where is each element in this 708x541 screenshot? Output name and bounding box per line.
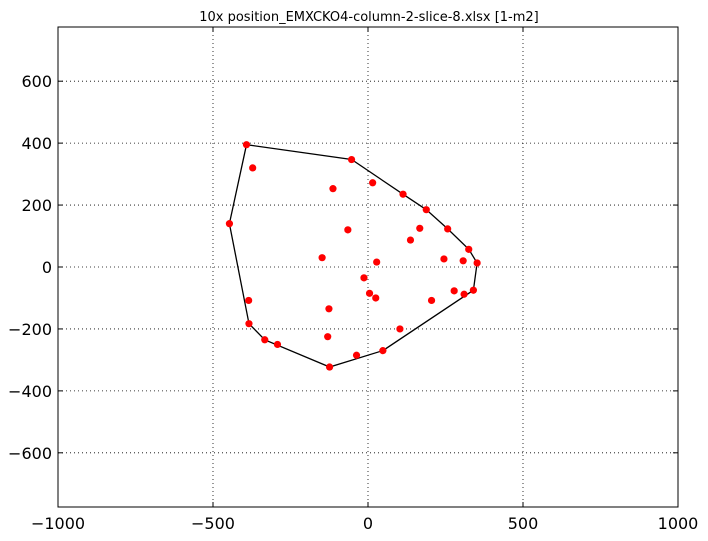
data-point <box>427 296 436 305</box>
data-point <box>460 290 468 298</box>
data-point <box>325 363 334 371</box>
grid-lines <box>58 27 678 507</box>
data-point <box>347 155 356 164</box>
y-tick-label: −200 <box>8 320 52 339</box>
data-point <box>396 325 404 333</box>
data-point <box>373 258 381 266</box>
data-point <box>440 255 448 263</box>
data-point <box>465 245 473 253</box>
data-point <box>406 236 415 244</box>
data-point <box>469 286 477 294</box>
x-tick-labels: −1000 −500 0 500 1000 <box>31 514 698 533</box>
data-point <box>450 287 458 295</box>
hull-outline <box>228 144 478 368</box>
data-point <box>318 254 326 262</box>
hull-layer <box>228 144 478 368</box>
data-point <box>245 296 253 305</box>
data-point <box>344 226 352 234</box>
data-point <box>225 220 234 228</box>
data-point <box>261 336 269 344</box>
data-point <box>379 347 387 355</box>
data-point <box>372 294 380 302</box>
data-point <box>399 190 407 198</box>
x-tick-label: 1000 <box>658 514 699 533</box>
data-point <box>325 305 333 313</box>
x-tick-label: −500 <box>191 514 235 533</box>
data-point <box>444 225 452 233</box>
y-tick-labels: −600 −400 −200 0 200 400 600 <box>8 72 52 463</box>
data-point <box>360 274 368 282</box>
data-point <box>249 164 257 172</box>
data-point <box>369 179 377 187</box>
data-point <box>329 185 337 193</box>
y-tick-label: 200 <box>21 196 52 215</box>
data-point <box>416 224 424 232</box>
data-point <box>365 289 374 297</box>
x-tick-label: 500 <box>508 514 539 533</box>
data-point <box>473 259 481 267</box>
data-point <box>459 257 467 265</box>
data-point <box>242 141 251 149</box>
data-point <box>245 320 253 328</box>
y-tick-label: 400 <box>21 134 52 153</box>
chart-title: 10x position_EMXCKO4-column-2-slice-8.xl… <box>199 10 539 25</box>
x-tick-label: −1000 <box>31 514 85 533</box>
data-point <box>352 351 361 359</box>
y-tick-label: 0 <box>42 258 52 277</box>
points-layer <box>225 141 481 371</box>
data-point <box>422 206 430 214</box>
axis-ticks <box>57 27 679 507</box>
x-tick-label: 0 <box>363 514 373 533</box>
data-point <box>324 333 332 341</box>
y-tick-label: 600 <box>21 72 52 91</box>
data-point <box>273 340 282 349</box>
y-tick-label: −600 <box>8 444 52 463</box>
y-tick-label: −400 <box>8 382 52 401</box>
